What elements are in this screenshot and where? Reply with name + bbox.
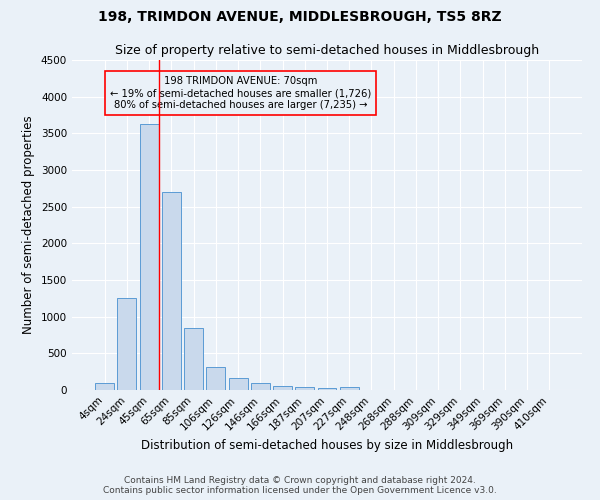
- Y-axis label: Number of semi-detached properties: Number of semi-detached properties: [22, 116, 35, 334]
- Bar: [317, 388, 337, 390]
- Text: Contains HM Land Registry data © Crown copyright and database right 2024.
Contai: Contains HM Land Registry data © Crown c…: [103, 476, 497, 495]
- Text: 198 TRIMDON AVENUE: 70sqm
← 19% of semi-detached houses are smaller (1,726)
80% : 198 TRIMDON AVENUE: 70sqm ← 19% of semi-…: [110, 76, 371, 110]
- Bar: [95, 382, 114, 390]
- Bar: [118, 298, 136, 390]
- Bar: [206, 367, 225, 390]
- Bar: [162, 192, 181, 390]
- Bar: [251, 382, 270, 390]
- Bar: [229, 378, 248, 390]
- Bar: [340, 387, 359, 390]
- Bar: [184, 328, 203, 390]
- Bar: [140, 124, 158, 390]
- Bar: [273, 386, 292, 390]
- Text: 198, TRIMDON AVENUE, MIDDLESBROUGH, TS5 8RZ: 198, TRIMDON AVENUE, MIDDLESBROUGH, TS5 …: [98, 10, 502, 24]
- X-axis label: Distribution of semi-detached houses by size in Middlesbrough: Distribution of semi-detached houses by …: [141, 438, 513, 452]
- Title: Size of property relative to semi-detached houses in Middlesbrough: Size of property relative to semi-detach…: [115, 44, 539, 58]
- Bar: [295, 387, 314, 390]
